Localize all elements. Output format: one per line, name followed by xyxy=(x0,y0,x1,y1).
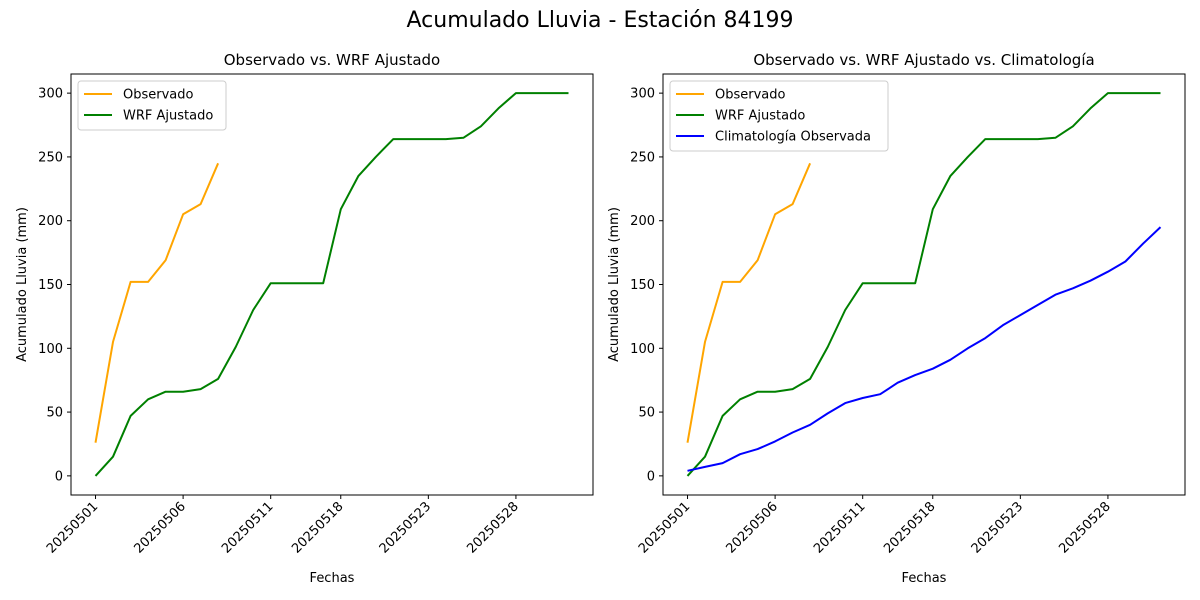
y-axis-label: Acumulado Lluvia (mm) xyxy=(607,207,622,362)
y-tick-label: 300 xyxy=(630,87,655,102)
y-tick-label: 150 xyxy=(38,278,63,293)
series-line-2 xyxy=(686,92,1161,477)
chart-title: Observado vs. WRF Ajustado xyxy=(224,51,440,69)
legend-label-2: WRF Ajustado xyxy=(715,109,805,124)
y-tick-label: 250 xyxy=(630,150,655,165)
x-tick-label: 20250506 xyxy=(132,499,189,556)
y-axis-label: Acumulado Lluvia (mm) xyxy=(15,207,30,362)
x-tick-label: 20250523 xyxy=(969,499,1026,556)
x-tick-label: 20250518 xyxy=(289,499,346,556)
legend-label-1: Observado xyxy=(715,88,786,103)
legend-label-2: WRF Ajustado xyxy=(123,109,213,124)
legend-label-1: Observado xyxy=(123,88,194,103)
series-line-1 xyxy=(686,162,812,443)
legend-box xyxy=(669,80,889,152)
legend-label-3: Climatología Observada xyxy=(715,130,871,145)
x-tick-label: 20250501 xyxy=(636,499,693,556)
chart-panel-1: Observado vs. WRF Ajustado 0 50 100 150 200 25… xyxy=(15,51,594,586)
x-axis-label: Fechas xyxy=(310,571,355,586)
y-tick-label: 250 xyxy=(38,150,63,165)
y-tick-label: 100 xyxy=(38,342,63,357)
y-tick-label: 200 xyxy=(630,214,655,229)
x-tick-label: 20250501 xyxy=(44,499,101,556)
series-line-3 xyxy=(687,226,1162,472)
x-tick-label: 20250523 xyxy=(377,499,434,556)
y-tick-label: 150 xyxy=(630,278,655,293)
series-line-2 xyxy=(94,92,569,477)
x-tick-label: 20250528 xyxy=(464,499,521,556)
x-tick-label: 20250511 xyxy=(811,499,868,556)
y-tick-label: 0 xyxy=(647,469,655,484)
legend-box xyxy=(77,80,227,131)
y-tick-label: 0 xyxy=(55,469,63,484)
x-tick-label: 20250518 xyxy=(881,499,938,556)
figure-title: Acumulado Lluvia - Estación 84199 xyxy=(406,8,794,33)
y-tick-label: 50 xyxy=(638,406,655,421)
plot-frame xyxy=(70,73,594,496)
chart-panel-2: Observado vs. WRF Ajustado vs. Climatolo… xyxy=(607,51,1186,586)
y-tick-label: 300 xyxy=(38,87,63,102)
x-axis-label: Fechas xyxy=(902,571,947,586)
series-line-1 xyxy=(94,162,220,443)
y-tick-label: 100 xyxy=(630,342,655,357)
chart-title: Observado vs. WRF Ajustado vs. Climatolo… xyxy=(753,51,1094,69)
x-tick-label: 20250511 xyxy=(219,499,276,556)
y-tick-label: 200 xyxy=(38,214,63,229)
x-tick-label: 20250528 xyxy=(1056,499,1113,556)
y-tick-label: 50 xyxy=(46,406,63,421)
x-tick-label: 20250506 xyxy=(724,499,781,556)
